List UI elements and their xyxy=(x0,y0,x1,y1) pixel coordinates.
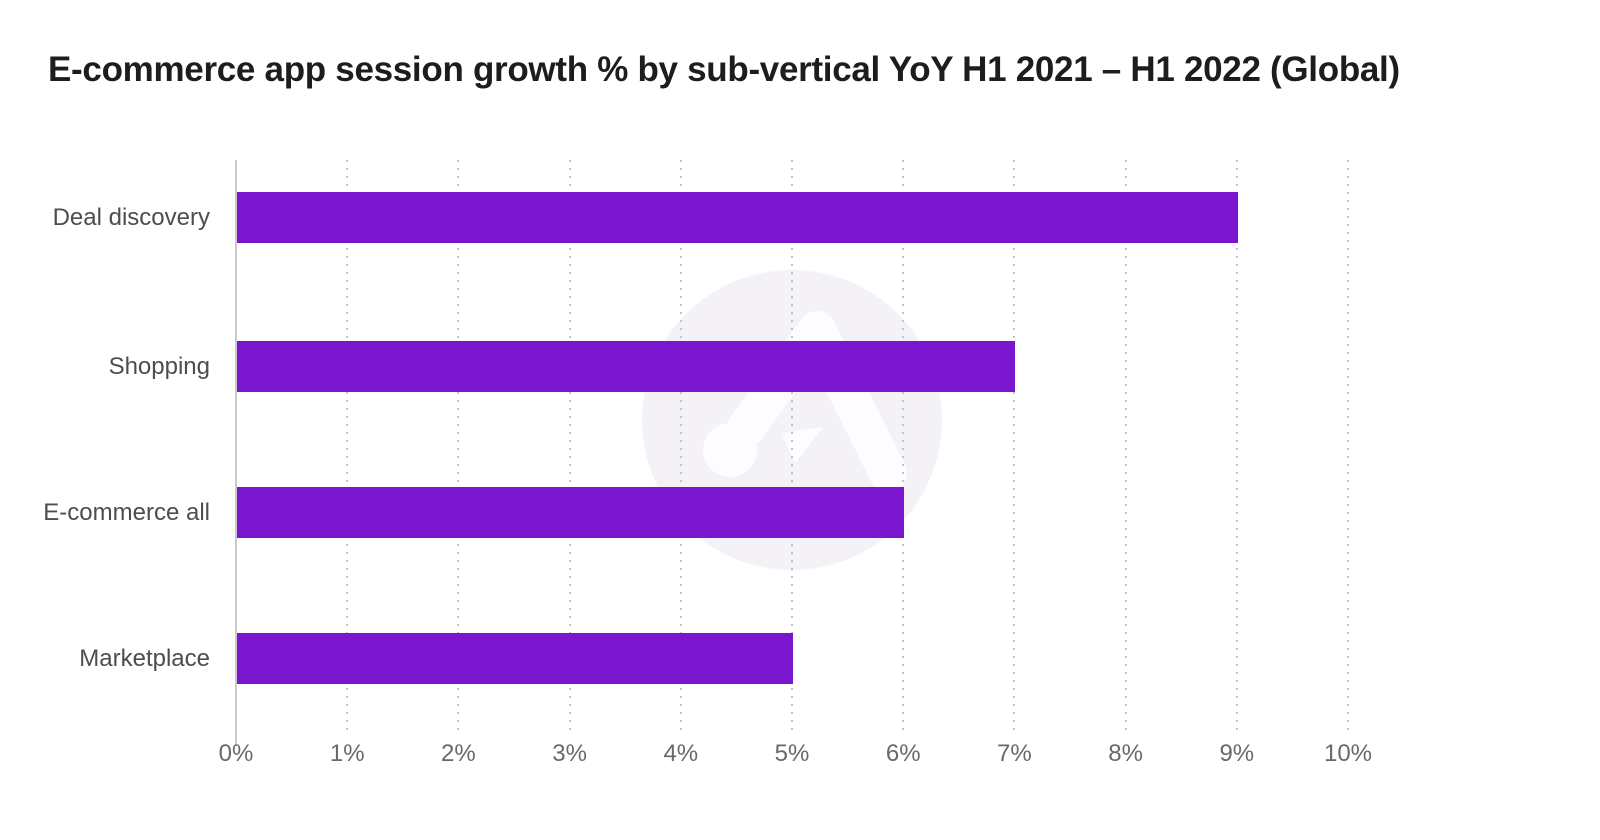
bar-deal-discovery xyxy=(237,192,1238,243)
gridline-4% xyxy=(679,160,682,730)
x-tick-label-5%: 5% xyxy=(774,740,810,767)
x-tick-label-7%: 7% xyxy=(997,740,1032,767)
gridline-8% xyxy=(1124,160,1127,730)
category-label: Marketplace xyxy=(79,644,210,672)
gridline-5% xyxy=(791,160,793,730)
bar-e-commerce-all xyxy=(237,487,905,538)
category-label: Deal discovery xyxy=(52,203,210,231)
gridline-9% xyxy=(1235,160,1238,730)
chart-title: E-commerce app session growth % by sub-v… xyxy=(48,50,1400,89)
x-tick-label-2%: 2% xyxy=(441,740,476,767)
x-tick-label-8%: 8% xyxy=(1108,740,1143,767)
category-label: E-commerce all xyxy=(43,498,210,526)
x-tick-label-1%: 1% xyxy=(329,740,365,767)
bar-shopping xyxy=(237,341,1016,392)
gridline-2% xyxy=(457,160,460,730)
gridline-3% xyxy=(568,160,571,730)
x-axis-zero-line xyxy=(235,160,237,746)
x-tick-label-10%: 10% xyxy=(1323,740,1373,767)
gridline-1% xyxy=(346,160,349,730)
x-tick-label-4%: 4% xyxy=(663,740,699,767)
x-tick-label-9%: 9% xyxy=(1219,740,1255,767)
category-label: Shopping xyxy=(108,352,210,380)
bar-marketplace xyxy=(237,633,793,684)
x-tick-label-6%: 6% xyxy=(885,740,921,767)
gridline-7% xyxy=(1013,160,1016,730)
x-tick-label-0%: 0% xyxy=(218,740,254,767)
gridline-10% xyxy=(1347,160,1349,730)
gridline-6% xyxy=(902,160,905,730)
x-tick-label-3%: 3% xyxy=(552,740,587,767)
